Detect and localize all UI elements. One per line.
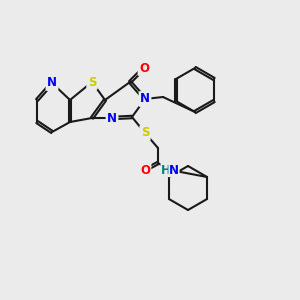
Text: O: O xyxy=(140,164,150,176)
Text: S: S xyxy=(141,127,149,140)
Text: O: O xyxy=(139,61,149,74)
Text: N: N xyxy=(169,164,179,176)
Text: N: N xyxy=(107,112,117,124)
Text: S: S xyxy=(88,76,96,88)
Text: N: N xyxy=(47,76,57,89)
Text: N: N xyxy=(140,92,150,106)
Text: H: H xyxy=(161,164,171,176)
